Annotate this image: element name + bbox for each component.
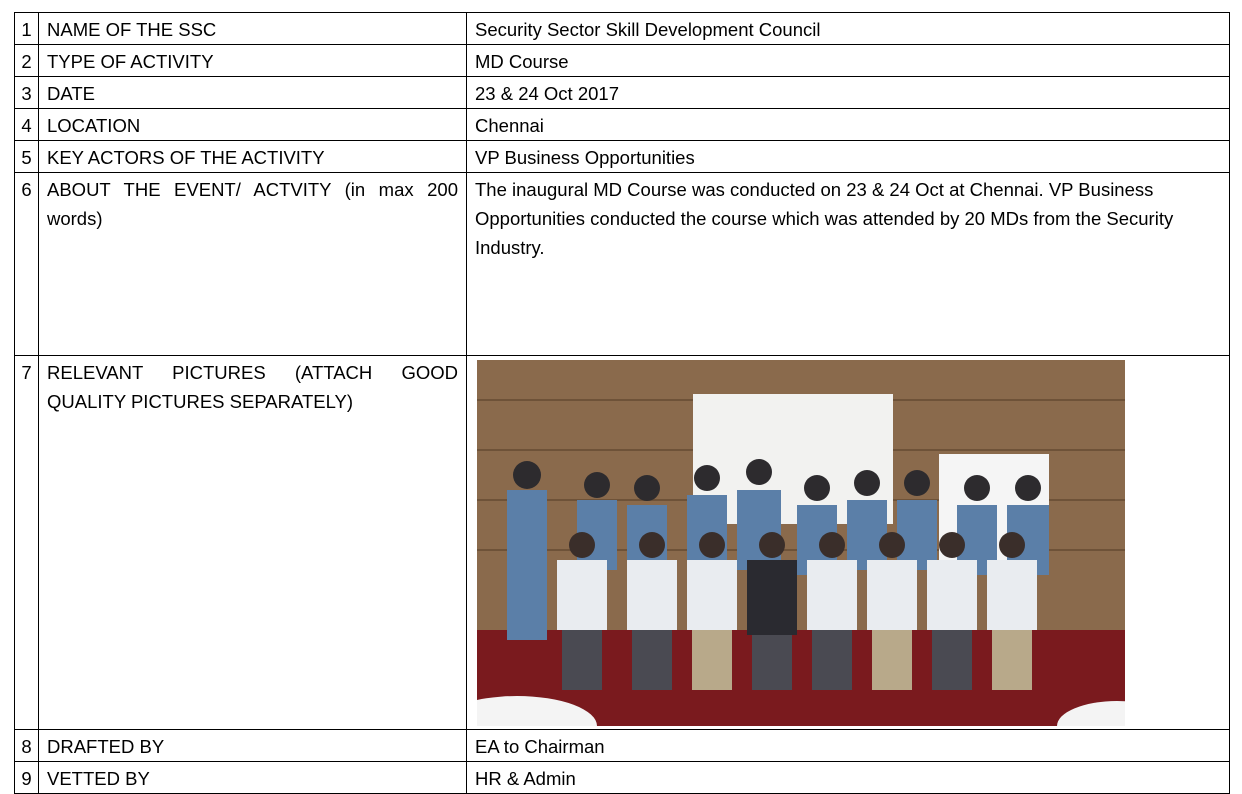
row-number: 2 xyxy=(14,44,39,77)
row: 5 KEY ACTORS OF THE ACTIVITY VP Business O… xyxy=(14,140,1230,173)
row-label: ABOUT THE EVENT/ ACTVITY (in max 200 wor… xyxy=(38,172,467,356)
row-number: 5 xyxy=(14,140,39,173)
row-number: 4 xyxy=(14,108,39,141)
row-number: 8 xyxy=(14,729,39,762)
table-cloth xyxy=(477,696,597,726)
group-photo xyxy=(477,360,1125,726)
row-label: RELEVANT PICTURES (ATTACH GOOD QUALITY P… xyxy=(38,355,467,730)
row-label: LOCATION xyxy=(38,108,467,141)
row-label: NAME OF THE SSC xyxy=(38,12,467,45)
row-value: MD Course xyxy=(466,44,1230,77)
row-number: 7 xyxy=(14,355,39,730)
row-number: 1 xyxy=(14,12,39,45)
picture-cell xyxy=(466,355,1230,730)
people xyxy=(507,459,1049,690)
row: 6 ABOUT THE EVENT/ ACTVITY (in max 200 wo… xyxy=(14,172,1230,356)
row-value: VP Business Opportunities xyxy=(466,140,1230,173)
row-number: 6 xyxy=(14,172,39,356)
report-table: 1 NAME OF THE SSC Security Sector Skill De… xyxy=(14,12,1230,794)
row-number: 3 xyxy=(14,76,39,109)
row-label: KEY ACTORS OF THE ACTIVITY xyxy=(38,140,467,173)
row: 7 RELEVANT PICTURES (ATTACH GOOD QUALITY … xyxy=(14,355,1230,730)
row-label: TYPE OF ACTIVITY xyxy=(38,44,467,77)
page: 1 NAME OF THE SSC Security Sector Skill De… xyxy=(14,12,1230,794)
row-label: DRAFTED BY xyxy=(38,729,467,762)
row: 3 DATE 23 & 24 Oct 2017 xyxy=(14,76,1230,109)
row-value: Chennai xyxy=(466,108,1230,141)
row-value: Security Sector Skill Development Counci… xyxy=(466,12,1230,45)
row-value: 23 & 24 Oct 2017 xyxy=(466,76,1230,109)
row-value: EA to Chairman xyxy=(466,729,1230,762)
row-label: DATE xyxy=(38,76,467,109)
row: 8 DRAFTED BY EA to Chairman xyxy=(14,729,1230,762)
row: 4 LOCATION Chennai xyxy=(14,108,1230,141)
row-value: The inaugural MD Course was conducted on… xyxy=(466,172,1230,356)
table-cloth xyxy=(1057,701,1125,726)
row: 2 TYPE OF ACTIVITY MD Course xyxy=(14,44,1230,77)
row: 1 NAME OF THE SSC Security Sector Skill De… xyxy=(14,12,1230,45)
